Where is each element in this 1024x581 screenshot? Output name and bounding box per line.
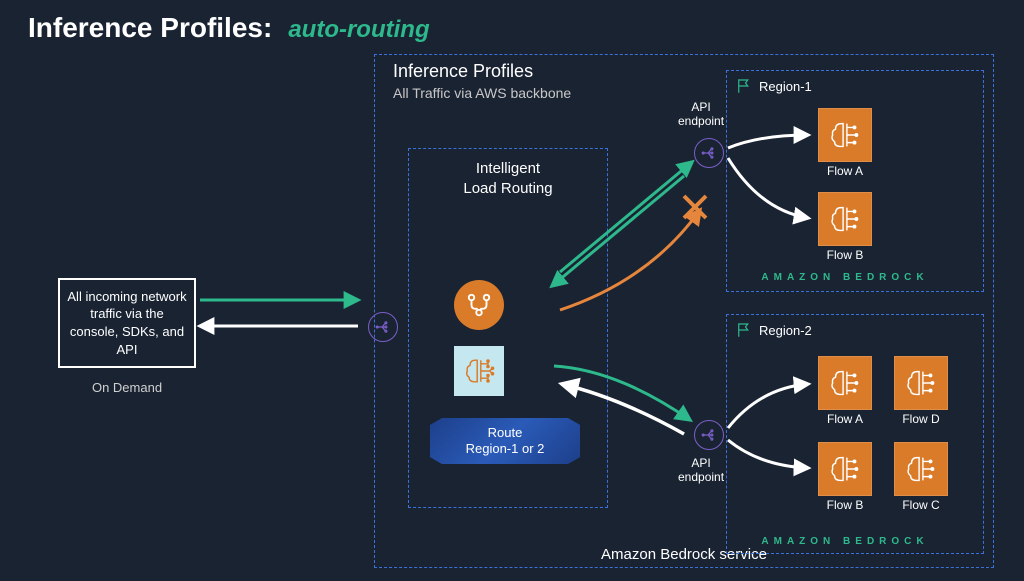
ml-brain-icon — [454, 346, 504, 396]
api-endpoint-label-2: API endpoint — [678, 456, 724, 485]
outer-title: Inference Profiles — [393, 61, 533, 82]
api-endpoint-node-2 — [694, 420, 724, 450]
title-main: Inference Profiles: — [28, 12, 272, 44]
brain-chip-icon — [818, 192, 872, 246]
diagram-title: Inference Profiles: auto-routing — [28, 12, 430, 44]
flag-icon — [735, 77, 753, 95]
region-header: Region-1 — [735, 77, 812, 95]
api-endpoint-label-1: API endpoint — [678, 100, 724, 129]
flow-label: Flow C — [894, 498, 948, 512]
bedrock-label-1: AMAZON BEDROCK — [717, 272, 973, 283]
region-1-name: Region-1 — [759, 79, 812, 94]
load-routing-title: Intelligent Load Routing — [463, 159, 552, 198]
flow-label: Flow A — [818, 412, 872, 426]
flow-label: Flow B — [818, 248, 872, 262]
route-banner: Route Region-1 or 2 — [430, 418, 580, 464]
incoming-traffic-box: All incoming network traffic via the con… — [58, 278, 196, 368]
on-demand-label: On Demand — [58, 380, 196, 395]
brain-chip-icon — [894, 442, 948, 496]
flow-tile: Flow B — [818, 442, 872, 512]
region-2-container: Region-2 AMAZON BEDROCK — [726, 314, 984, 554]
region-header: Region-2 — [735, 321, 812, 339]
outer-subtitle: All Traffic via AWS backbone — [393, 85, 571, 101]
incoming-traffic-text: All incoming network traffic via the con… — [66, 288, 188, 358]
brain-chip-icon — [818, 442, 872, 496]
flow-label: Flow A — [818, 164, 872, 178]
flow-label: Flow B — [818, 498, 872, 512]
brain-chip-icon — [818, 356, 872, 410]
bedrock-label-2: AMAZON BEDROCK — [717, 536, 973, 547]
flow-label: Flow D — [894, 412, 948, 426]
brain-chip-icon — [818, 108, 872, 162]
region-2-name: Region-2 — [759, 323, 812, 338]
flow-tile: Flow C — [894, 442, 948, 512]
api-endpoint-node-1 — [694, 138, 724, 168]
flow-tile: Flow B — [818, 192, 872, 262]
flag-icon — [735, 321, 753, 339]
flow-tile: Flow D — [894, 356, 948, 426]
title-sub: auto-routing — [288, 16, 429, 44]
entry-api-node-icon — [368, 312, 398, 342]
routing-icon — [454, 280, 504, 330]
flow-tile: Flow A — [818, 356, 872, 426]
flow-tile: Flow A — [818, 108, 872, 178]
brain-chip-icon — [894, 356, 948, 410]
